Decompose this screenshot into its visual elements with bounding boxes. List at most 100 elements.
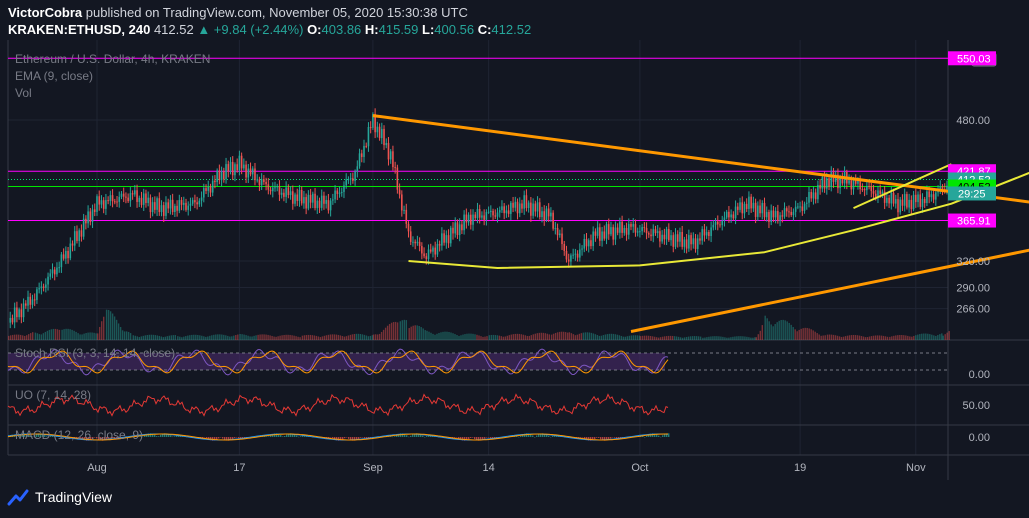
volume-bar <box>81 334 83 340</box>
candle-body <box>712 224 715 228</box>
candle-body <box>220 171 223 181</box>
macd-histogram-bar <box>282 436 284 437</box>
candle-body <box>289 191 292 195</box>
macd-histogram-bar <box>266 436 268 437</box>
candle-body <box>710 227 712 236</box>
volume-bar <box>309 334 312 340</box>
tradingview-logo[interactable]: TradingView <box>7 488 112 506</box>
candle-body <box>33 299 36 301</box>
candle-body <box>772 210 775 218</box>
candle-body <box>839 177 841 189</box>
volume-bar <box>757 334 759 340</box>
candle-body <box>276 186 279 188</box>
volume-bar <box>689 336 692 340</box>
volume-bar <box>800 328 802 340</box>
candle-body <box>665 228 668 240</box>
volume-bar <box>546 333 548 340</box>
volume-bar <box>349 334 352 340</box>
volume-bar <box>624 336 627 340</box>
volume-bar <box>542 332 544 340</box>
macd-histogram-bar <box>348 437 350 439</box>
candle-body <box>819 184 821 189</box>
candle-body <box>788 211 790 213</box>
macd-histogram-bar <box>164 433 166 437</box>
candle-body <box>725 211 728 218</box>
candle-body <box>610 227 612 235</box>
volume-bar <box>784 320 786 340</box>
volume-bar <box>20 334 22 340</box>
volume-bar <box>480 336 482 340</box>
candle-body <box>874 193 877 197</box>
volume-bar <box>572 334 575 340</box>
volume-bar <box>239 333 241 340</box>
volume-bar <box>840 336 843 340</box>
volume-bar <box>632 335 635 340</box>
candle-body <box>632 224 635 227</box>
candle-body <box>498 210 501 213</box>
candle-body <box>182 202 185 205</box>
volume-bar <box>738 336 740 340</box>
macd-histogram-bar <box>304 435 306 437</box>
volume-bar <box>160 336 162 340</box>
volume-bar <box>40 334 43 340</box>
volume-bar <box>798 329 800 340</box>
candle-body <box>630 224 632 227</box>
uo-line <box>7 393 669 417</box>
volume-bar <box>44 331 47 340</box>
macd-histogram-bar <box>596 437 598 438</box>
volume-bar <box>548 334 550 340</box>
chart-area[interactable]: Ethereum / U.S. Dollar, 4h, KRAKEN EMA (9… <box>0 40 1029 480</box>
volume-bar <box>121 330 124 340</box>
volume-bar <box>726 337 728 340</box>
volume-bar <box>673 336 676 340</box>
macd-histogram-bar <box>160 434 162 437</box>
candle-body <box>810 191 813 199</box>
candle-body <box>592 231 594 247</box>
volume-bar <box>614 334 617 340</box>
volume-bar <box>93 332 95 340</box>
candle-body <box>523 195 525 209</box>
macd-y-tick: 0.00 <box>969 432 990 444</box>
candle-body <box>67 250 69 259</box>
macd-histogram-bar <box>302 435 304 437</box>
volume-bar <box>578 333 581 340</box>
macd-histogram-bar <box>652 433 654 437</box>
candle-body <box>38 288 40 290</box>
volume-bar <box>923 333 925 340</box>
candle-body <box>385 142 388 146</box>
candle-body <box>636 231 639 233</box>
candle-body <box>338 192 341 194</box>
candle-body <box>82 218 85 237</box>
volume-bar <box>267 334 269 340</box>
macd-histogram-bar <box>156 436 158 437</box>
volume-bar <box>612 333 615 340</box>
macd-histogram-bar <box>524 433 526 437</box>
volume-bar <box>808 328 810 340</box>
macd-histogram-bar <box>356 437 358 441</box>
macd-histogram-bar <box>480 437 482 441</box>
volume-bar <box>681 337 684 340</box>
macd-histogram-bar <box>230 437 232 441</box>
volume-bar <box>766 318 768 340</box>
volume-bar <box>142 335 144 340</box>
volume-bar <box>759 330 761 340</box>
macd-histogram-bar <box>602 437 604 441</box>
volume-bar <box>32 332 34 340</box>
macd-histogram-bar <box>268 436 270 437</box>
macd-histogram-bar <box>648 434 650 437</box>
candle-body <box>928 191 930 198</box>
volume-bar <box>504 336 506 340</box>
candle-body <box>154 202 156 210</box>
candle-body <box>392 151 394 168</box>
volume-bar <box>454 334 456 340</box>
volume-bar <box>897 335 899 340</box>
volume-bar <box>891 336 893 340</box>
volume-bar <box>279 335 281 340</box>
volume-bar <box>500 336 502 340</box>
candle-body <box>501 206 503 211</box>
author-name[interactable]: VictorCobra <box>8 5 83 20</box>
candle-body <box>111 195 114 202</box>
macd-histogram-bar <box>530 434 532 437</box>
candle-body <box>465 214 468 223</box>
candle-body <box>449 227 452 244</box>
